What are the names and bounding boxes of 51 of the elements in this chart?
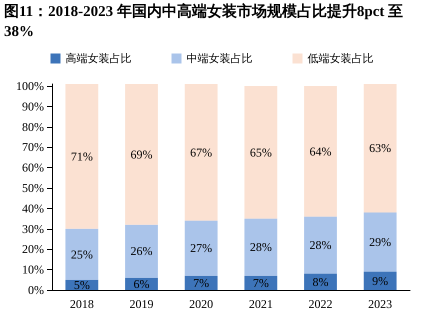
data-label: 6% bbox=[134, 276, 150, 291]
data-label: 29% bbox=[369, 235, 392, 250]
bar bbox=[364, 84, 397, 212]
data-label: 63% bbox=[369, 141, 392, 156]
chart-title: 图11：2018-2023 年国内中高端女装市场规模占比提升8pct 至 38% bbox=[3, 2, 404, 42]
bar bbox=[65, 228, 98, 280]
y-tick-label: 60% bbox=[22, 160, 44, 175]
x-tick-label: 2023 bbox=[368, 297, 392, 311]
y-tick-label: 70% bbox=[22, 140, 44, 154]
y-tick-label: 90% bbox=[22, 99, 44, 114]
bar bbox=[125, 84, 158, 225]
data-label: 25% bbox=[70, 247, 93, 262]
data-label: 28% bbox=[250, 240, 272, 254]
x-tick-label: 2021 bbox=[248, 297, 273, 311]
legend-label: 低端女装占比 bbox=[308, 52, 374, 65]
x-tick-label: 2019 bbox=[130, 297, 154, 311]
y-tick-label: 20% bbox=[22, 242, 44, 256]
legend-label: 中端女装占比 bbox=[186, 52, 252, 65]
bar bbox=[184, 220, 218, 276]
bar bbox=[304, 216, 337, 274]
x-tick-label: 2022 bbox=[308, 297, 332, 311]
y-tick-label: 80% bbox=[22, 120, 44, 134]
data-label: 28% bbox=[310, 238, 332, 252]
bar bbox=[244, 86, 278, 219]
y-tick-label: 0% bbox=[28, 283, 44, 297]
y-tick-label: 50% bbox=[22, 181, 44, 196]
bar bbox=[65, 84, 98, 229]
data-label: 71% bbox=[70, 149, 93, 164]
bar bbox=[304, 86, 337, 217]
x-tick-label: 2020 bbox=[189, 297, 214, 311]
data-label: 5% bbox=[74, 278, 90, 292]
bar bbox=[184, 84, 218, 221]
legend-label: 高端女装占比 bbox=[66, 52, 132, 65]
data-label: 64% bbox=[310, 144, 332, 158]
bar bbox=[125, 224, 158, 278]
data-label: 7% bbox=[252, 276, 269, 290]
y-tick-label: 10% bbox=[22, 262, 44, 277]
bar bbox=[364, 212, 397, 272]
data-label: 8% bbox=[312, 274, 328, 289]
data-label: 7% bbox=[193, 276, 210, 290]
y-tick-label: 40% bbox=[22, 201, 44, 216]
x-tick-label: 2018 bbox=[70, 297, 94, 311]
data-label: 27% bbox=[190, 241, 212, 256]
y-tick-label: 100% bbox=[16, 79, 44, 94]
bar bbox=[244, 218, 278, 276]
data-label: 9% bbox=[372, 274, 388, 288]
data-label: 69% bbox=[130, 147, 152, 162]
data-label: 65% bbox=[250, 145, 272, 160]
data-label: 26% bbox=[130, 244, 152, 258]
data-label: 67% bbox=[190, 145, 212, 160]
y-tick-label: 30% bbox=[22, 222, 44, 236]
